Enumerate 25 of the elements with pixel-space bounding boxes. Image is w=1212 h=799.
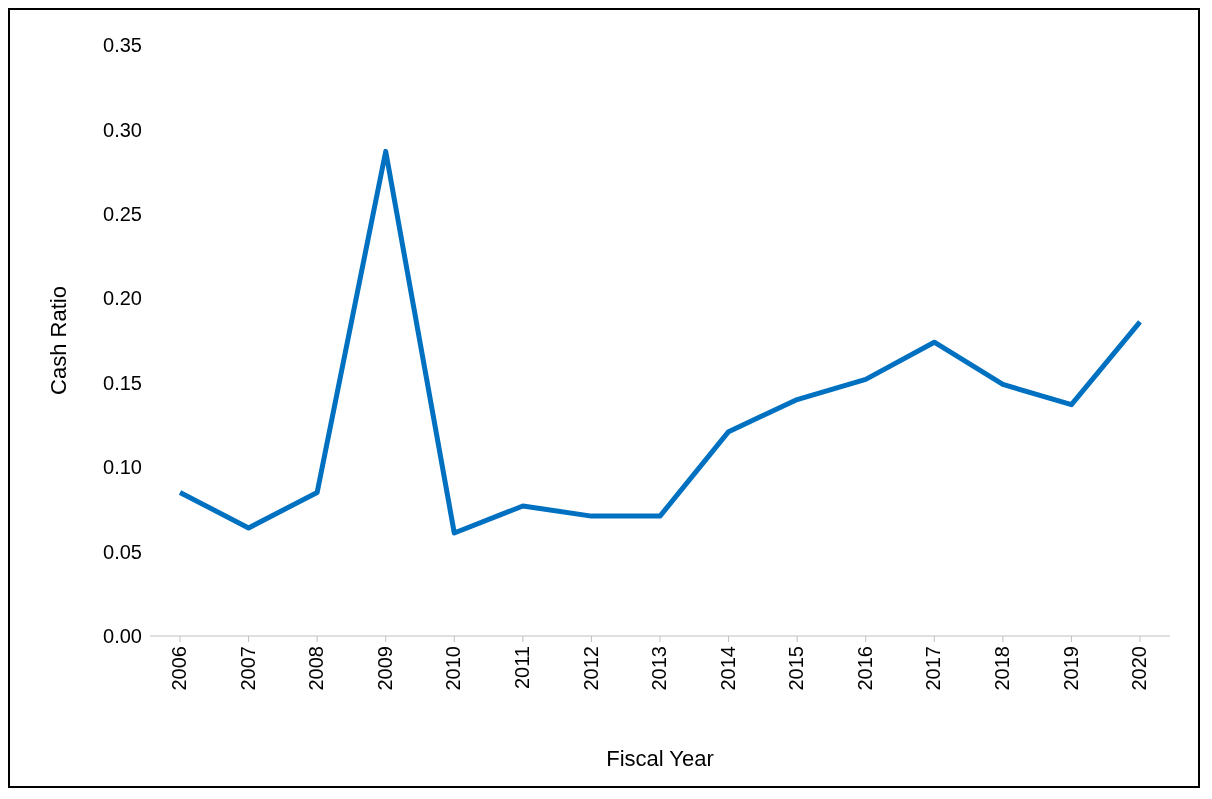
x-tick-label: 2017 — [922, 646, 945, 691]
x-tick-label: 2014 — [716, 646, 739, 691]
x-tick-label: 2020 — [1128, 646, 1151, 691]
y-tick-label: 0.35 — [103, 34, 142, 57]
y-tick-label: 0.05 — [103, 540, 142, 563]
x-tick-label: 2019 — [1059, 646, 1082, 691]
x-tick-label: 2016 — [853, 646, 876, 691]
y-tick-label: 0.30 — [103, 118, 142, 141]
y-axis-title: Cash Ratio — [45, 286, 71, 395]
x-tick-label: 2009 — [373, 646, 396, 691]
x-tick-label: 2011 — [511, 646, 534, 690]
x-tick-label: 2012 — [579, 646, 602, 691]
y-tick-label: 0.15 — [103, 371, 142, 394]
x-tick-label: 2018 — [991, 646, 1014, 691]
x-tick-label: 2015 — [785, 646, 808, 691]
y-tick-label: 0.25 — [103, 202, 142, 225]
x-tick-label: 2007 — [236, 646, 259, 691]
x-axis-title: Fiscal Year — [606, 746, 714, 771]
x-tick-label: 2006 — [168, 646, 191, 691]
y-tick-label: 0.00 — [103, 625, 142, 648]
x-tick-label: 2013 — [648, 646, 671, 691]
y-tick-label: 0.20 — [103, 287, 142, 310]
y-tick-label: 0.10 — [103, 456, 142, 479]
x-tick-label: 2008 — [305, 646, 328, 691]
x-tick-label: 2010 — [442, 646, 465, 691]
